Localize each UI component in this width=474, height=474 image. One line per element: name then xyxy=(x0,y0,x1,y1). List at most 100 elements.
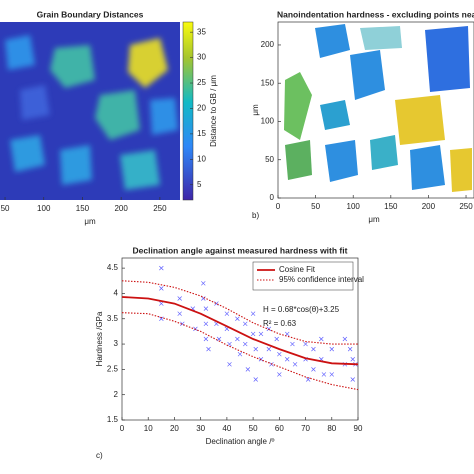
confidence-line xyxy=(121,280,358,345)
y-tick-label: 1.5 xyxy=(107,415,119,424)
plot-frame xyxy=(277,21,474,199)
colorbar-label: Distance to GB / μm xyxy=(209,75,218,147)
y-tick-label: 0 xyxy=(270,193,275,202)
chart-title: Declination angle against measured hardn… xyxy=(133,245,348,255)
chart-title: Nanoindentation hardness - excluding poi… xyxy=(277,9,474,19)
colorbar xyxy=(182,21,194,201)
y-tick-label: 200 xyxy=(261,40,275,49)
data-point xyxy=(290,341,295,347)
x-tick-label: 250 xyxy=(153,204,167,213)
y-tick-label: 150 xyxy=(261,78,275,87)
data-point xyxy=(253,377,258,382)
hardness-map-image xyxy=(284,24,472,192)
data-point xyxy=(311,346,316,352)
data-point xyxy=(203,321,209,327)
colorbar-tick-label: 5 xyxy=(197,180,202,189)
annotation: R² = 0.63 xyxy=(263,319,297,328)
data-point xyxy=(159,301,164,306)
y-tick-label: 2 xyxy=(114,390,119,399)
data-point xyxy=(253,346,258,352)
data-point xyxy=(274,336,279,342)
x-tick-label: 100 xyxy=(37,204,51,213)
x-tick-label: 200 xyxy=(422,202,436,211)
data-point xyxy=(342,336,348,342)
data-point xyxy=(277,372,282,377)
y-tick-label: 3 xyxy=(114,339,119,348)
y-axis-label: Hardness /GPa xyxy=(95,311,104,366)
data-point xyxy=(266,326,272,332)
x-tick-label: 0 xyxy=(120,424,125,433)
data-point xyxy=(177,296,182,301)
data-point xyxy=(266,346,272,352)
legend-label: 95% confidence interval xyxy=(279,275,364,284)
data-point xyxy=(227,341,232,347)
x-tick-label: 30 xyxy=(196,424,205,433)
y-axis-label: μm xyxy=(251,104,260,116)
colorbar-tick-label: 30 xyxy=(197,53,206,62)
y-tick-label: 4.5 xyxy=(107,263,119,272)
data-point xyxy=(305,377,311,382)
data-point xyxy=(319,336,324,342)
x-tick-label: 150 xyxy=(76,204,90,213)
y-tick-label: 4 xyxy=(114,289,119,298)
x-tick-label: 80 xyxy=(327,424,336,433)
annotation: H = 0.68*cos(θ)+3.25 xyxy=(263,305,340,314)
plot-frame xyxy=(121,257,359,421)
data-point xyxy=(292,362,298,367)
fit-line xyxy=(121,296,359,366)
y-tick-label: 50 xyxy=(265,155,274,164)
x-tick-label: 90 xyxy=(354,424,363,433)
data-point xyxy=(214,301,219,306)
x-axis-label: μm xyxy=(368,215,380,224)
data-point xyxy=(203,306,209,311)
data-point xyxy=(203,336,209,342)
legend-box xyxy=(252,261,354,291)
x-axis-label: μm xyxy=(84,217,96,226)
confidence-line xyxy=(121,312,359,391)
x-tick-label: 70 xyxy=(301,424,310,433)
y-tick-label: 3.5 xyxy=(107,314,119,323)
colorbar-tick-label: 20 xyxy=(197,104,206,113)
data-point xyxy=(329,372,335,377)
data-point xyxy=(321,372,327,377)
data-point xyxy=(311,367,316,372)
x-tick-label: 100 xyxy=(347,202,361,211)
data-point xyxy=(227,362,232,367)
data-point xyxy=(284,357,290,362)
x-tick-label: 60 xyxy=(275,424,284,433)
x-tick-label: 50 xyxy=(311,202,320,211)
data-point xyxy=(303,341,308,347)
data-point xyxy=(159,265,164,271)
data-point xyxy=(250,331,256,337)
colorbar-tick-label: 10 xyxy=(197,154,206,163)
data-point xyxy=(245,367,251,372)
x-tick-label: 150 xyxy=(384,202,398,211)
data-point xyxy=(159,286,164,291)
x-tick-label: 200 xyxy=(114,204,128,213)
x-tick-label: 40 xyxy=(222,424,231,433)
data-point xyxy=(250,311,256,316)
chart-title: Grain Boundary Distances xyxy=(37,9,144,19)
x-tick-label: 0 xyxy=(276,202,281,211)
y-tick-label: 100 xyxy=(261,117,275,126)
data-point xyxy=(235,316,240,321)
colorbar-tick-label: 25 xyxy=(197,78,206,87)
x-tick-label: 10 xyxy=(144,424,153,433)
x-tick-label: 50 xyxy=(249,424,258,433)
x-tick-label: 20 xyxy=(170,424,179,433)
data-point xyxy=(350,377,356,382)
data-point xyxy=(258,331,264,337)
data-point xyxy=(277,351,282,357)
panel-label: c) xyxy=(96,451,103,460)
data-point xyxy=(216,336,222,342)
data-point xyxy=(206,346,211,352)
colorbar-tick-label: 15 xyxy=(197,129,206,138)
data-point xyxy=(329,346,335,352)
data-point xyxy=(201,281,206,286)
legend-label: Cosine Fit xyxy=(279,265,316,274)
x-tick-label: 250 xyxy=(459,202,473,211)
data-point xyxy=(242,321,248,327)
data-point xyxy=(242,341,248,347)
y-tick-label: 2.5 xyxy=(107,364,119,373)
